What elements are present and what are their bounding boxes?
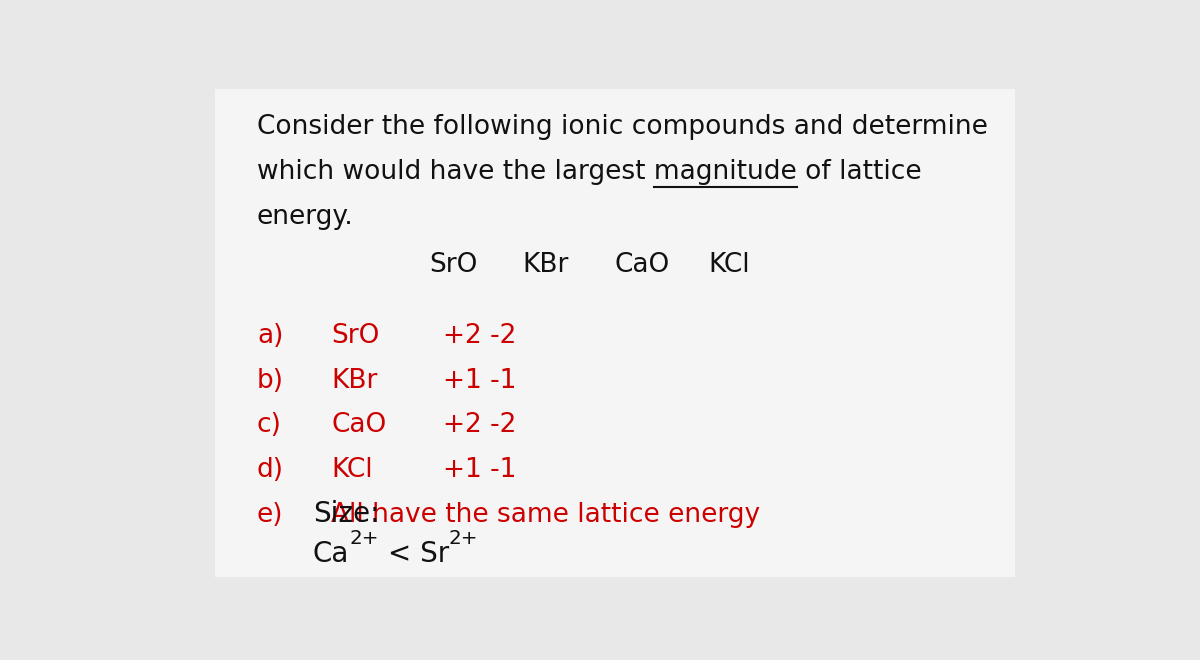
Text: +1 -1: +1 -1 — [443, 368, 516, 393]
Text: energy.: energy. — [257, 204, 354, 230]
Text: < Sr: < Sr — [379, 541, 449, 568]
Text: b): b) — [257, 368, 284, 393]
Text: c): c) — [257, 412, 282, 438]
Text: e): e) — [257, 502, 283, 528]
Text: Size:: Size: — [313, 500, 379, 528]
Text: 2+: 2+ — [349, 529, 379, 548]
Text: KCl: KCl — [708, 251, 750, 278]
Text: KBr: KBr — [331, 368, 378, 393]
FancyBboxPatch shape — [215, 89, 1015, 578]
Text: CaO: CaO — [616, 251, 671, 278]
Text: d): d) — [257, 457, 284, 483]
Text: +1 -1: +1 -1 — [443, 457, 516, 483]
Text: a): a) — [257, 323, 283, 349]
Text: CaO: CaO — [331, 412, 386, 438]
Text: SrO: SrO — [430, 251, 478, 278]
Text: KCl: KCl — [331, 457, 373, 483]
Text: +2 -2: +2 -2 — [443, 412, 516, 438]
Text: 2+: 2+ — [449, 529, 479, 548]
Text: All have the same lattice energy: All have the same lattice energy — [331, 502, 761, 528]
Text: Ca: Ca — [313, 541, 349, 568]
Text: Consider the following ionic compounds and determine: Consider the following ionic compounds a… — [257, 114, 988, 141]
Text: which would have the largest magnitude of lattice: which would have the largest magnitude o… — [257, 159, 922, 185]
Text: KBr: KBr — [522, 251, 569, 278]
Text: SrO: SrO — [331, 323, 379, 349]
Text: +2 -2: +2 -2 — [443, 323, 516, 349]
